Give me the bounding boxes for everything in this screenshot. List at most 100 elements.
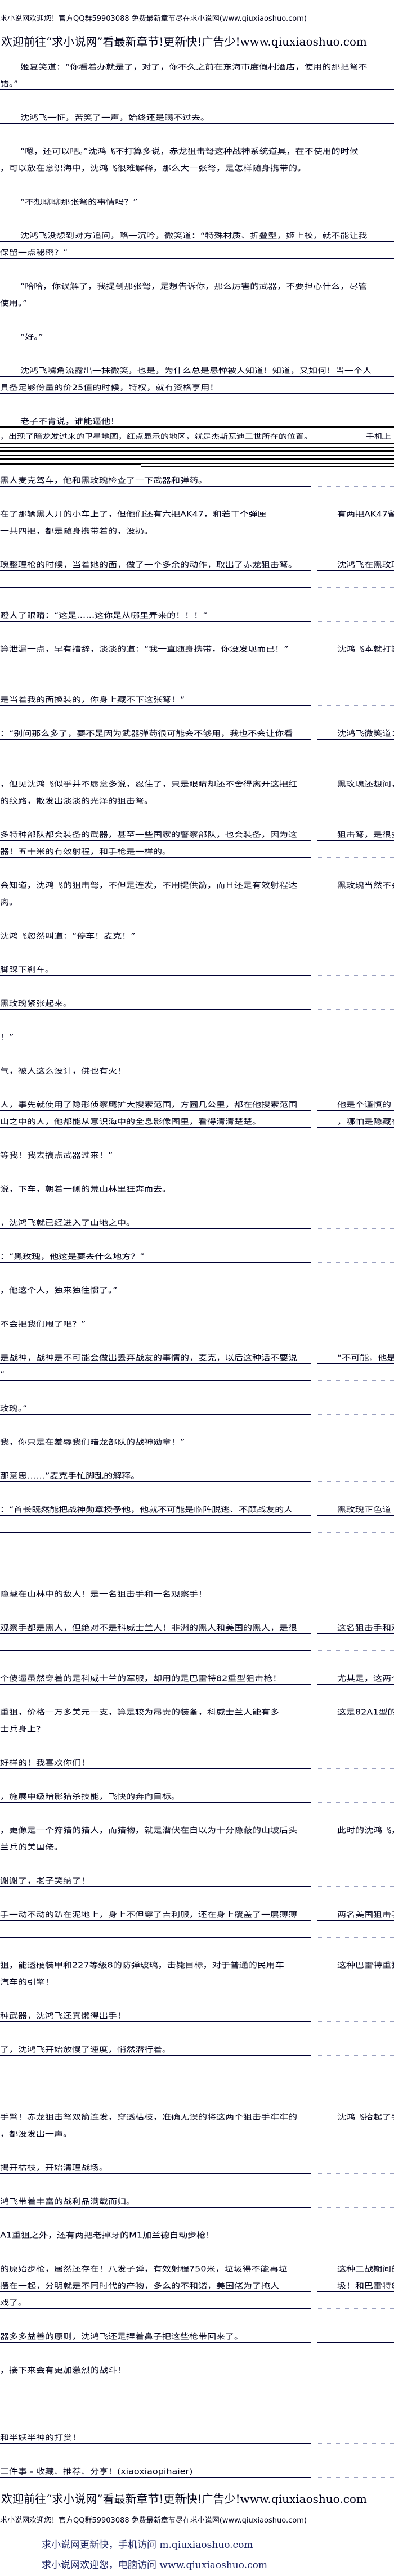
left-text: 观察手都是黑人，但绝对不是科威士兰人！非洲的黑人和美国的黑人，是很 xyxy=(0,1623,298,1632)
text-line: 手臂！赤龙狙击弩双箭连发，穿透枯枝，准确无误的将这两个狙击手牢牢的 沈鸿飞抬起了手 xyxy=(0,2106,394,2123)
paragraph: 我，你只是在羞辱我们暗龙部队的战神勋章！” xyxy=(0,1431,394,1448)
text-line: 黑人麦克驾车，他和黑玫瑰检查了一下武器和弹药。 xyxy=(0,470,394,487)
right-text: 这名狙击手和观 xyxy=(337,1623,394,1632)
paragraph: 气，被人这么设计，佛也有火！ xyxy=(0,1060,394,1077)
line-text: “好。” xyxy=(20,332,43,341)
right-text: 黑玫瑰还想问， xyxy=(337,780,394,789)
left-column-cell: ” xyxy=(0,1364,311,1381)
paragraph: 个傻逼虽然穿着的是科威士兰的军服，却用的是巴雷特82重型狙击枪！ 尤其是，这两个 xyxy=(0,1668,394,1685)
left-column-cell: 揭开枯枝，开始清理战场。 xyxy=(0,2157,311,2174)
text-line: 狙，能透硬装甲和227等级8的防弹玻璃，击毙目标，对于普通的民用车 这种巴雷特重狙 xyxy=(0,1954,394,1971)
paragraph: 在了那辆黑人开的小车上了，但他们还有六把AK47，和若干个弹匣 有两把AK47留在… xyxy=(0,503,394,537)
right-column-cell xyxy=(317,1921,394,1938)
paragraph: 手臂！赤龙狙击弩双箭连发，穿透枯枝，准确无误的将这两个狙击手牢牢的 沈鸿飞抬起了手… xyxy=(0,2106,394,2140)
right-column-cell xyxy=(317,959,394,976)
left-text: 等我！我去搞点武器过来！” xyxy=(0,1151,113,1160)
right-column-cell xyxy=(317,1718,394,1735)
right-column-cell xyxy=(317,993,394,1010)
text-line: ，他这个人，独来独往惯了。” xyxy=(0,1280,394,1296)
right-column-cell: 圾！和巴雷特82A1 xyxy=(317,2275,394,2292)
left-column-cell: 个傻逼虽然穿着的是科威士兰的军服，却用的是巴雷特82重型狙击枪！ xyxy=(0,1668,311,1685)
right-column-cell: 狙击弩，是很多 xyxy=(317,824,394,841)
right-column-cell: 沈鸿飞抬起了手 xyxy=(317,2106,394,2123)
text-line: 种武器，沈鸿飞还真懒得出手！ xyxy=(0,2005,394,2022)
text-line xyxy=(0,1921,394,1938)
paragraph: 鸿飞带着丰富的战利品满载而归。 xyxy=(0,2191,394,2208)
right-text: 沈鸿飞本就打算 xyxy=(337,645,394,654)
left-column-cell: 的原始步枪，居然还存在！八发子弹，有效射程750米，垃圾得不能再垃 xyxy=(0,2258,311,2275)
paragraph: 人，事先就使用了隐形侦察鹰扩大搜索范围，方圆几公里，都在他搜索范围 他是个谨慎的山… xyxy=(0,1094,394,1128)
right-text: 狙击弩，是很多 xyxy=(337,830,394,839)
text-line: A1重狙之外，还有两把老掉牙的M1加兰德自动步枪！ xyxy=(0,2224,394,2241)
text-line: 离。 xyxy=(0,891,394,908)
mobile-site-link[interactable]: 求小说网更新快，手机访问 m.qiuxiaoshuo.com xyxy=(42,2539,253,2551)
left-column-cell: 在了那辆黑人开的小车上了，但他们还有六把AK47，和若干个弹匣 xyxy=(0,503,311,520)
left-text: ，都没发出一声。 xyxy=(0,2129,73,2138)
left-column-cell: 摆在一起，分明就是不同时代的产物，多么的不和谐，美国佬为了掩人 xyxy=(0,2275,311,2292)
paragraph: 器多多益善的原则，沈鸿飞还是捏着鼻子把这些枪带回来了。 xyxy=(0,2326,394,2343)
footer-promo-banner: 欢迎前往“求小说网”看最新章节!更新快!广告少!www.qiuxiaoshuo.… xyxy=(1,2492,367,2506)
left-column-cell: ，沈鸿飞就已经进入了山地之中。 xyxy=(0,1212,311,1229)
text-line: 使用。” xyxy=(0,292,394,309)
right-column-cell: 这是82A1型的 xyxy=(317,1701,394,1718)
right-text: 黑玫瑰正色道 xyxy=(337,1505,392,1514)
right-column-cell xyxy=(317,1971,394,1988)
right-column-cell xyxy=(317,1870,394,1887)
right-column-cell xyxy=(317,2393,394,2410)
left-column-cell: 好样的！我喜欢你们！ xyxy=(0,1752,311,1769)
paragraph: 姬复笑道：“你看着办就是了，对了，你不久之前在东海市度假村酒店，使用的那把弩不错… xyxy=(0,56,394,90)
left-text: ，他这个人，独来独往惯了。” xyxy=(0,1286,118,1295)
left-text: 玫瑰。” xyxy=(0,1404,28,1413)
right-column-cell xyxy=(317,2224,394,2241)
text-line: 玫瑰。” xyxy=(0,1398,394,1415)
paragraph: 玫瑰。” xyxy=(0,1398,394,1415)
paragraph: ：“黑玫瑰，他这是要去什么地方？” xyxy=(0,1246,394,1263)
paragraph: 揭开枯枝，开始清理战场。 xyxy=(0,2157,394,2174)
right-column-cell xyxy=(317,740,394,756)
left-text: 气，被人这么设计，佛也有火！ xyxy=(0,1066,127,1075)
site-promo-banner: 欢迎前往“求小说网”看最新章节!更新快!广告少!www.qiuxiaoshuo.… xyxy=(1,35,367,48)
text-line: 脚踩下刹车。 xyxy=(0,959,394,976)
right-column-cell: 沈鸿飞本就打算 xyxy=(317,638,394,655)
left-column-cell: 一共四把，都是随身携带着的，没扔。 xyxy=(0,520,311,537)
left-column-cell: 瑰整理枪的时候，当着她的面，做了一个多余的动作，取出了赤龙狙击弩。 xyxy=(0,554,311,571)
right-column-cell xyxy=(317,520,394,537)
right-column-cell xyxy=(317,2461,394,2478)
left-column-cell: 鸿飞带着丰富的战利品满载而归。 xyxy=(0,2191,311,2208)
text-line xyxy=(0,655,394,672)
site-welcome-banner: 求小说网欢迎您！官方QQ群59903088 免费最新章节尽在求小说网(www.q… xyxy=(0,15,307,23)
left-text: 重狙，价格一万多美元一支，算是较为昂贵的装备，科威士兰人能有多 xyxy=(0,1708,280,1717)
text-line: 器！五十米的有效射程，和手枪是一样的。 xyxy=(0,841,394,858)
paragraph: 的原始步枪，居然还存在！八发子弹，有效射程750米，垃圾得不能再垃 这种二战期间的… xyxy=(0,2258,394,2309)
paragraph: 了，沈鸿飞开始放慢了速度，悄然潜行着。 xyxy=(0,2039,394,2056)
left-column-cell: 谢谢了，老子笑纳了！ xyxy=(0,1870,311,1887)
paragraph: 沈鸿飞忽然叫道：“停车！麦克！” xyxy=(0,925,394,942)
paragraph: “好。” xyxy=(0,326,394,343)
right-column-cell xyxy=(317,841,394,858)
left-text: ，沈鸿飞就已经进入了山地之中。 xyxy=(0,1218,136,1227)
right-column-cell: 黑玫瑰还想问， xyxy=(317,773,394,790)
left-text: 器！五十米的有效射程，和手枪是一样的。 xyxy=(0,847,172,856)
left-text: 离。 xyxy=(0,898,19,907)
left-text: 黑玫瑰紧张起来。 xyxy=(0,999,73,1008)
right-column-cell: 黑玫瑰当然不会 xyxy=(317,875,394,891)
right-text: 这种二战期间的 xyxy=(337,2264,394,2273)
left-text: 不会把我们甩了吧？” xyxy=(0,1319,86,1328)
text-line: 揭开枯枝，开始清理战场。 xyxy=(0,2157,394,2174)
right-column-cell xyxy=(317,1026,394,1043)
right-text: 这是82A1型的 xyxy=(337,1708,394,1717)
left-text: 一共四把，都是随身携带着的，没扔。 xyxy=(0,526,154,535)
chapter-text-two-column: 黑人麦克驾车，他和黑玫瑰检查了一下武器和弹药。 在了那辆黑人开的小车上了，但他们还… xyxy=(0,470,394,2494)
pc-site-link[interactable]: 求小说网欢迎您，电脑访问 www.qiuxiaoshuo.com xyxy=(42,2560,267,2571)
line-text: 使用。” xyxy=(0,299,28,308)
left-column-cell xyxy=(0,571,311,588)
left-column-cell: 玫瑰。” xyxy=(0,1398,311,1415)
text-line: “好。” xyxy=(0,326,394,343)
left-text: A1重狙之外，还有两把老掉牙的M1加兰德自动步枪！ xyxy=(0,2231,215,2240)
left-column-cell: 兰兵的美国佬。 xyxy=(0,1836,311,1853)
line-text: ，可以放在意识海中，沈鸿飞很难解释，那么大一张弩，是怎样随身携带的。 xyxy=(0,164,307,173)
right-column-cell xyxy=(317,1145,394,1161)
left-text: 了，沈鸿飞开始放慢了速度，悄然潜行着。 xyxy=(0,2045,172,2054)
left-text: 瑰整理枪的时候，当着她的面，做了一个多余的动作，取出了赤龙狙击弩。 xyxy=(0,560,298,569)
right-column-cell xyxy=(317,605,394,622)
